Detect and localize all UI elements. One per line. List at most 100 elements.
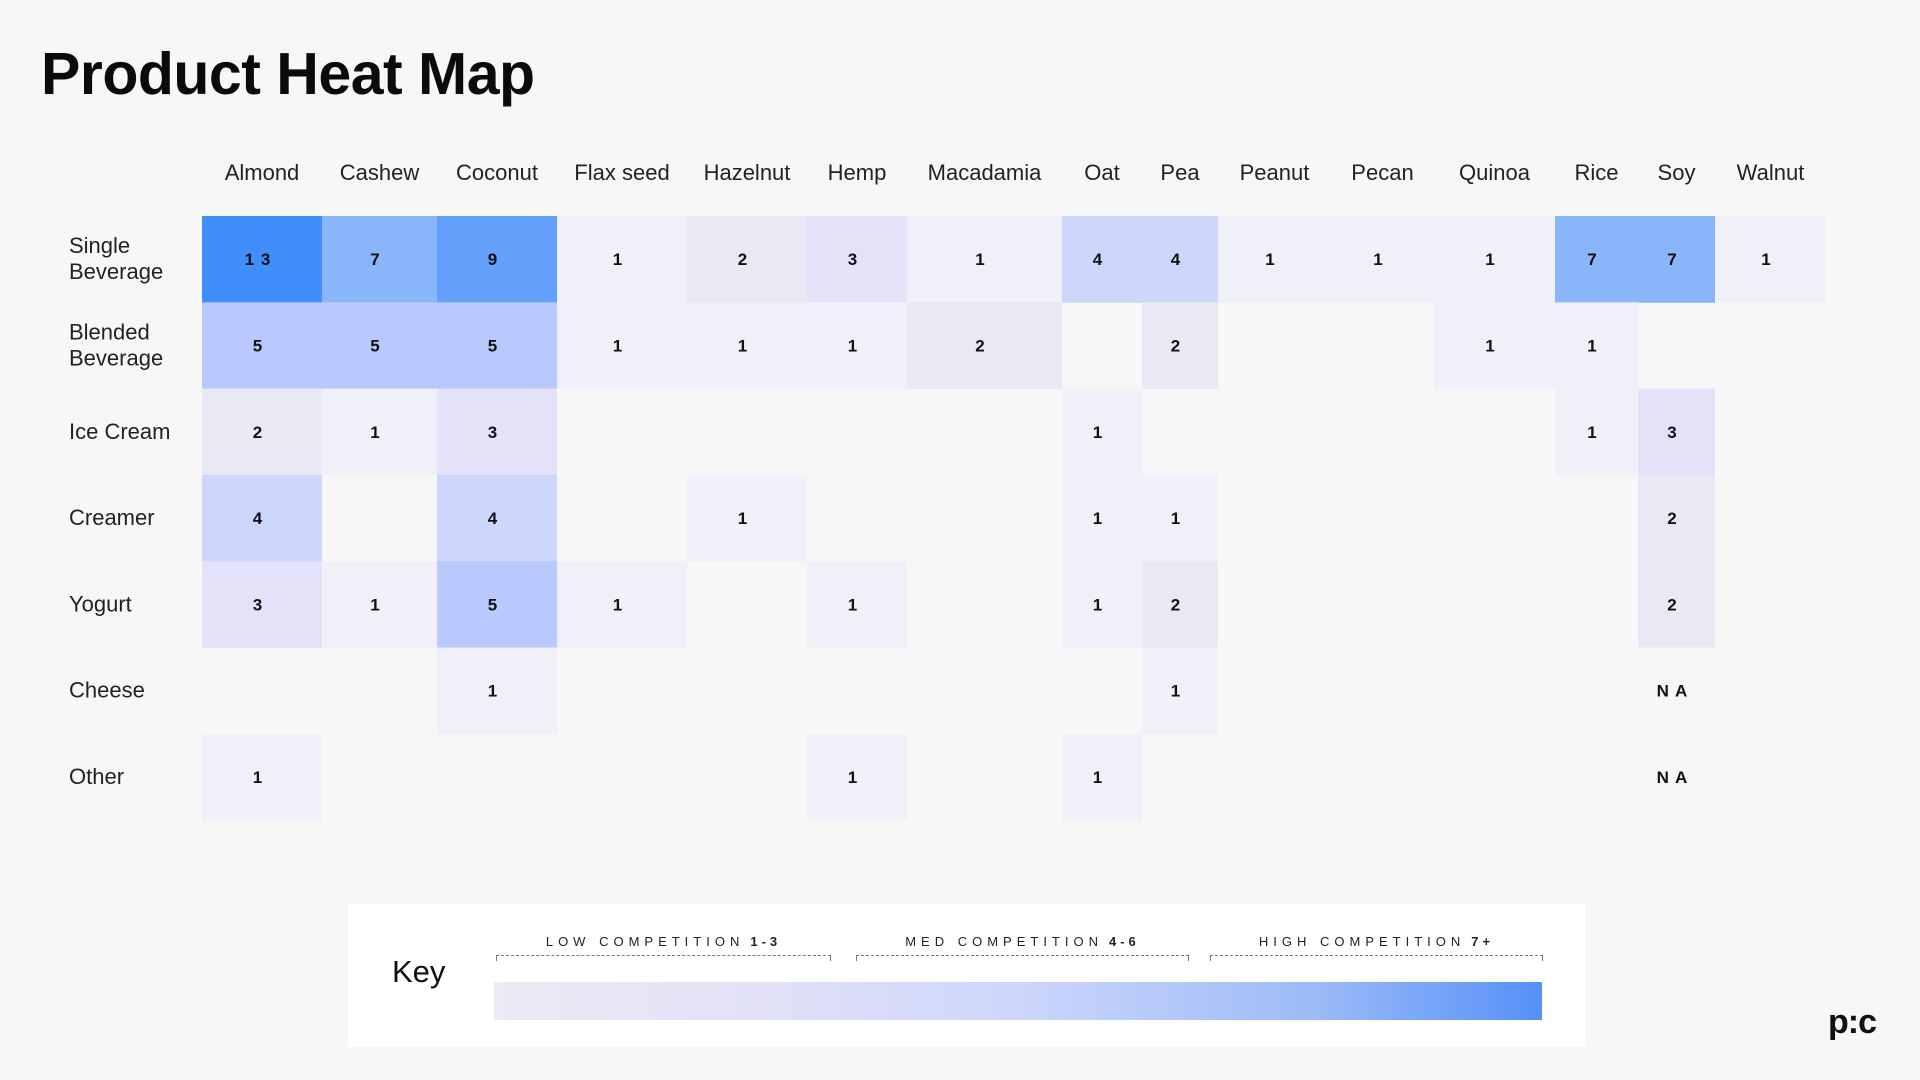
row-label-creamer: Creamer <box>69 505 155 530</box>
legend-band-med-bracket <box>856 955 1189 961</box>
row-label-single-beverage: Single Beverage <box>69 233 163 284</box>
cell-value-label: 1 <box>975 250 985 269</box>
legend-band-med-label: MED COMPETITION <box>905 934 1103 949</box>
cell-value-label: 1 <box>848 768 858 787</box>
legend-band-high-label: HIGH COMPETITION <box>1258 934 1466 949</box>
cell-value-label: 1 <box>1093 423 1103 442</box>
heat-cell <box>202 216 322 303</box>
heat-cell <box>1638 216 1715 303</box>
heat-cell <box>1142 302 1218 390</box>
legend-band-high-range: 7+ <box>1471 934 1495 949</box>
cell-value-label: 1 <box>1093 595 1103 614</box>
cell-value-label: 1 <box>1093 509 1103 528</box>
cell-value-label: 2 <box>738 250 748 269</box>
cell-value-label: 4 <box>253 509 263 528</box>
cell-value-label: 1 <box>738 509 748 528</box>
column-label-pecan: Pecan <box>1351 160 1413 185</box>
heat-cell <box>322 388 437 476</box>
cell-value-label: 1 3 <box>245 250 272 269</box>
heat-cell <box>1062 474 1142 562</box>
legend-band-low-range: 1-3 <box>750 934 782 949</box>
heat-cell <box>1142 216 1218 303</box>
cell-value-label: 5 <box>370 336 380 355</box>
cell-value-label: 1 <box>1171 682 1181 701</box>
column-label-almond: Almond <box>225 160 300 185</box>
heat-cell <box>1218 216 1331 303</box>
row-label-blended-beverage: Blended Beverage <box>69 319 163 370</box>
heat-cell <box>557 561 687 648</box>
cell-value-label: 2 <box>1171 336 1181 355</box>
cell-value-label: 1 <box>1093 768 1103 787</box>
heat-cell <box>807 216 907 303</box>
legend-band-high: HIGH COMPETITION 7+ <box>1210 934 1543 964</box>
heat-cell <box>202 388 322 476</box>
cell-value-label: 1 <box>613 595 623 614</box>
column-label-hemp: Hemp <box>828 160 887 185</box>
heat-cell <box>807 561 907 648</box>
brand-logo: p:c <box>1828 1003 1877 1041</box>
heat-cell <box>202 733 322 821</box>
heat-cell <box>437 561 557 648</box>
heat-cell <box>1715 216 1826 303</box>
column-label-flax-seed: Flax seed <box>574 160 669 185</box>
cell-value-label: 1 <box>1171 509 1181 528</box>
legend-band-med-range: 4-6 <box>1108 934 1140 949</box>
heat-cell <box>1638 474 1715 562</box>
heat-cell <box>807 733 907 821</box>
cell-value-label: 1 <box>848 595 858 614</box>
cell-value-label: 2 <box>253 423 263 442</box>
column-label-macadamia: Macadamia <box>928 160 1042 185</box>
heat-cell <box>557 216 687 303</box>
cell-value-label: 3 <box>848 250 858 269</box>
cell-value-label: 4 <box>488 509 498 528</box>
column-label-walnut: Walnut <box>1737 160 1805 185</box>
legend-title: Key <box>392 954 446 989</box>
heat-cell <box>1142 561 1218 648</box>
heat-cell <box>1434 216 1555 303</box>
cell-value-label: 1 <box>613 250 623 269</box>
cell-value-label: 3 <box>488 423 498 442</box>
heat-cell <box>437 302 557 390</box>
cell-value-label: 2 <box>1667 595 1677 614</box>
cell-value-label: 1 <box>253 768 263 787</box>
heat-cell <box>907 302 1062 390</box>
heat-cell <box>437 474 557 562</box>
legend-band-low: LOW COMPETITION 1-3 <box>496 934 831 964</box>
cell-value-label: 1 <box>613 336 623 355</box>
cell-value-label: 3 <box>253 595 263 614</box>
cell-value-label: 1 <box>1265 250 1275 269</box>
heat-cell <box>1555 216 1638 303</box>
cell-value-label: 1 <box>1587 423 1597 442</box>
cell-value-label: 1 <box>370 595 380 614</box>
heat-cell <box>1142 474 1218 562</box>
cell-value-label: 2 <box>1171 595 1181 614</box>
cell-value-label: 9 <box>488 250 498 269</box>
heat-cell <box>1062 561 1142 648</box>
cell-value-label: 7 <box>1667 250 1677 269</box>
row-label-yogurt: Yogurt <box>69 591 132 616</box>
row-label-cheese: Cheese <box>69 678 145 703</box>
heat-cell <box>322 561 437 648</box>
heat-cell <box>1434 302 1555 390</box>
heat-cell <box>687 474 807 562</box>
heat-cell <box>1062 733 1142 821</box>
column-label-oat: Oat <box>1084 160 1119 185</box>
heat-cell <box>202 561 322 648</box>
cell-value-label: 1 <box>370 423 380 442</box>
heat-cell <box>1062 388 1142 476</box>
cell-value-label: 7 <box>370 250 380 269</box>
column-label-quinoa: Quinoa <box>1459 160 1531 185</box>
column-label-coconut: Coconut <box>456 160 538 185</box>
column-label-hazelnut: Hazelnut <box>704 160 791 185</box>
heat-cell <box>437 388 557 476</box>
cell-value-label: N A <box>1657 682 1689 701</box>
heat-cell <box>322 302 437 390</box>
row-label-other: Other <box>69 764 124 789</box>
cell-value-label: 1 <box>1761 250 1771 269</box>
cell-value-label: 5 <box>488 595 498 614</box>
heat-cell <box>322 216 437 303</box>
heat-cell <box>437 647 557 735</box>
heat-cell <box>807 302 907 390</box>
cell-value-label: 2 <box>975 336 985 355</box>
cell-value-label: 3 <box>1667 423 1677 442</box>
